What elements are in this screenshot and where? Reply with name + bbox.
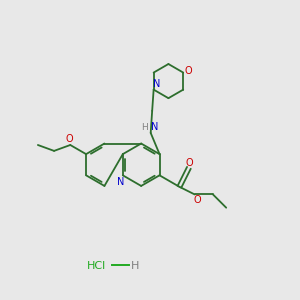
Text: N: N [151, 122, 158, 132]
Text: HCl: HCl [87, 261, 106, 271]
Text: N: N [154, 79, 161, 89]
Text: H: H [131, 261, 140, 271]
Text: O: O [186, 158, 193, 167]
Text: O: O [66, 134, 74, 143]
Text: O: O [185, 66, 192, 76]
Text: O: O [194, 195, 201, 205]
Text: H: H [141, 122, 148, 131]
Text: N: N [117, 177, 124, 187]
